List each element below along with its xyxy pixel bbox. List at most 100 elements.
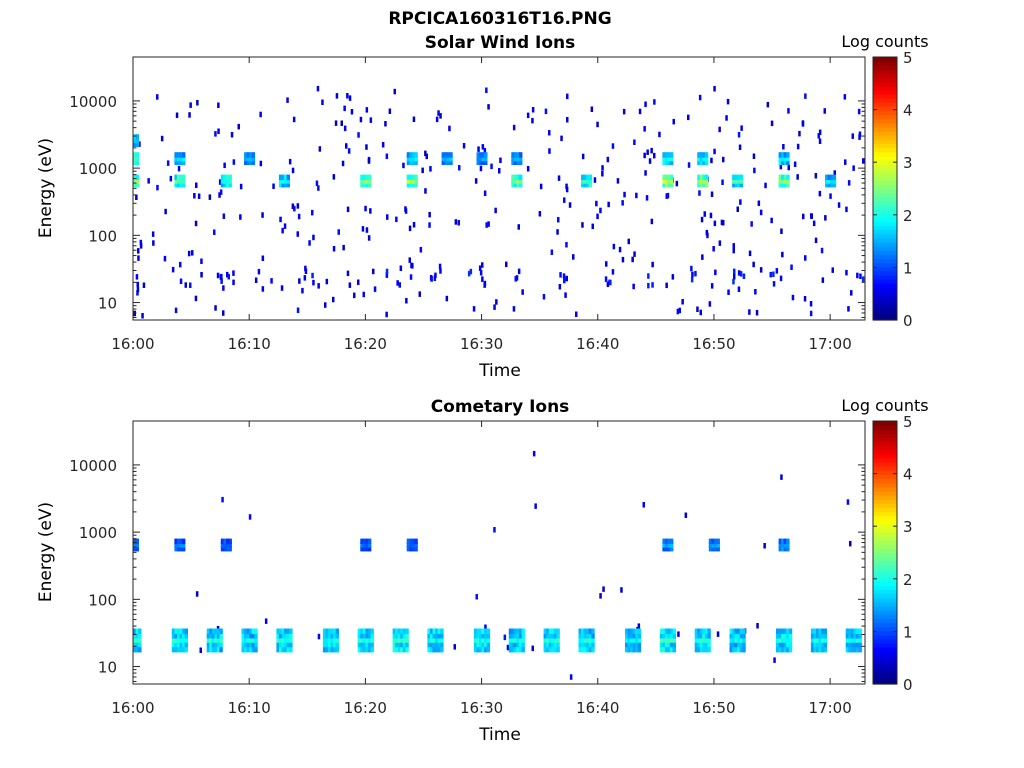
burst-count-cell	[513, 159, 518, 165]
burst-count-cell	[251, 152, 256, 158]
sparse-count-cell	[219, 189, 223, 195]
burst-count-cell	[781, 181, 785, 188]
burst-count-cell	[704, 628, 709, 634]
burst-count-cell	[333, 633, 337, 639]
panel-2-axes: 16:00 16:10 16:20 16:30 16:40 16:50 17:0010100…	[69, 421, 865, 717]
sparse-count-cell	[833, 170, 836, 176]
colorbar-swatch	[873, 494, 897, 500]
burst-count-cell	[427, 641, 431, 648]
low-energy-count-cell	[737, 286, 741, 292]
burst-count-cell	[548, 646, 553, 653]
burst-count-cell	[473, 646, 478, 653]
sparse-count-cell	[733, 274, 736, 280]
burst-count-cell	[578, 641, 582, 648]
burst-count-cell	[519, 152, 523, 158]
burst-count-cell	[714, 538, 718, 545]
low-energy-count-cell	[439, 268, 442, 274]
sparse-count-cell	[581, 222, 584, 228]
low-energy-count-cell	[732, 278, 735, 285]
burst-count-cell	[670, 152, 674, 158]
burst-count-cell	[702, 181, 706, 188]
burst-count-cell	[174, 155, 178, 162]
sparse-count-cell	[638, 108, 642, 115]
colorbar-swatch	[873, 490, 897, 496]
burst-count-cell	[516, 181, 520, 188]
burst-count-cell	[662, 181, 666, 188]
sparse-count-cell	[412, 116, 416, 122]
sparse-count-cell	[621, 200, 624, 206]
burst-count-cell	[365, 542, 369, 548]
burst-count-cell	[516, 641, 520, 648]
burst-count-cell	[276, 633, 280, 639]
burst-count-cell	[220, 545, 225, 552]
burst-count-cell	[397, 641, 402, 648]
burst-count-cell	[360, 646, 364, 653]
burst-count-cell	[135, 637, 139, 643]
burst-count-cell	[850, 641, 855, 648]
burst-count-cell	[484, 155, 488, 162]
burst-count-cell	[823, 637, 827, 643]
burst-count-cell	[484, 628, 488, 634]
colorbar-swatch	[873, 65, 897, 70]
colorbar-swatch	[873, 114, 897, 120]
sparse-count-cell	[753, 167, 756, 174]
sparse-count-cell	[337, 229, 340, 235]
low-energy-count-cell	[396, 280, 399, 286]
burst-count-cell	[214, 637, 218, 643]
sparse-count-cell	[475, 594, 478, 600]
burst-count-cell	[734, 628, 738, 634]
burst-count-cell	[209, 641, 213, 648]
burst-count-cell	[853, 628, 857, 634]
burst-count-cell	[406, 155, 411, 162]
sparse-count-cell	[200, 272, 203, 278]
x-tick-label: 16:50	[692, 335, 735, 353]
sparse-count-cell	[457, 220, 460, 226]
burst-count-cell	[813, 628, 817, 634]
colorbar-swatch	[873, 462, 897, 467]
burst-count-cell	[179, 637, 183, 643]
burst-count-cell	[395, 641, 399, 648]
burst-count-cell	[360, 174, 364, 181]
low-energy-count-cell	[775, 268, 779, 274]
x-tick-label: 16:50	[692, 699, 735, 717]
sparse-count-cell	[849, 540, 852, 547]
burst-count-cell	[711, 545, 715, 552]
sparse-count-cell	[291, 203, 295, 209]
burst-count-cell	[699, 637, 704, 643]
burst-count-cell	[179, 178, 183, 184]
low-energy-count-cell	[565, 275, 568, 282]
burst-count-cell	[135, 152, 139, 158]
sparse-count-cell	[681, 299, 684, 305]
burst-count-cell	[184, 628, 188, 634]
sparse-count-cell	[705, 229, 709, 236]
burst-count-cell	[214, 646, 218, 653]
sparse-count-cell	[550, 249, 554, 255]
burst-count-cell	[581, 174, 585, 181]
sparse-count-cell	[301, 287, 304, 294]
sparse-count-cell	[787, 164, 790, 171]
sparse-count-cell	[858, 131, 862, 137]
burst-count-cell	[543, 646, 547, 653]
burst-count-cell	[662, 633, 666, 639]
burst-count-cell	[739, 174, 744, 181]
burst-count-cell	[588, 181, 593, 188]
burst-count-cell	[432, 641, 436, 648]
burst-count-cell	[556, 637, 560, 643]
burst-count-cell	[481, 641, 485, 648]
burst-count-cell	[632, 633, 636, 639]
burst-count-cell	[286, 181, 290, 188]
burst-count-cell	[853, 641, 857, 648]
colorbar-swatch	[873, 655, 897, 660]
sparse-count-cell	[802, 213, 805, 220]
burst-count-cell	[627, 637, 631, 643]
burst-count-cell	[220, 174, 225, 181]
burst-count-cell	[211, 641, 216, 648]
colorbar-swatch	[873, 246, 897, 251]
x-tick-label: 17:00	[809, 335, 852, 353]
burst-count-cell	[254, 628, 258, 634]
sparse-count-cell	[493, 304, 496, 310]
sparse-count-cell	[259, 160, 263, 167]
burst-count-cell	[206, 637, 211, 643]
sparse-count-cell	[575, 311, 578, 317]
sparse-count-cell	[556, 229, 559, 235]
